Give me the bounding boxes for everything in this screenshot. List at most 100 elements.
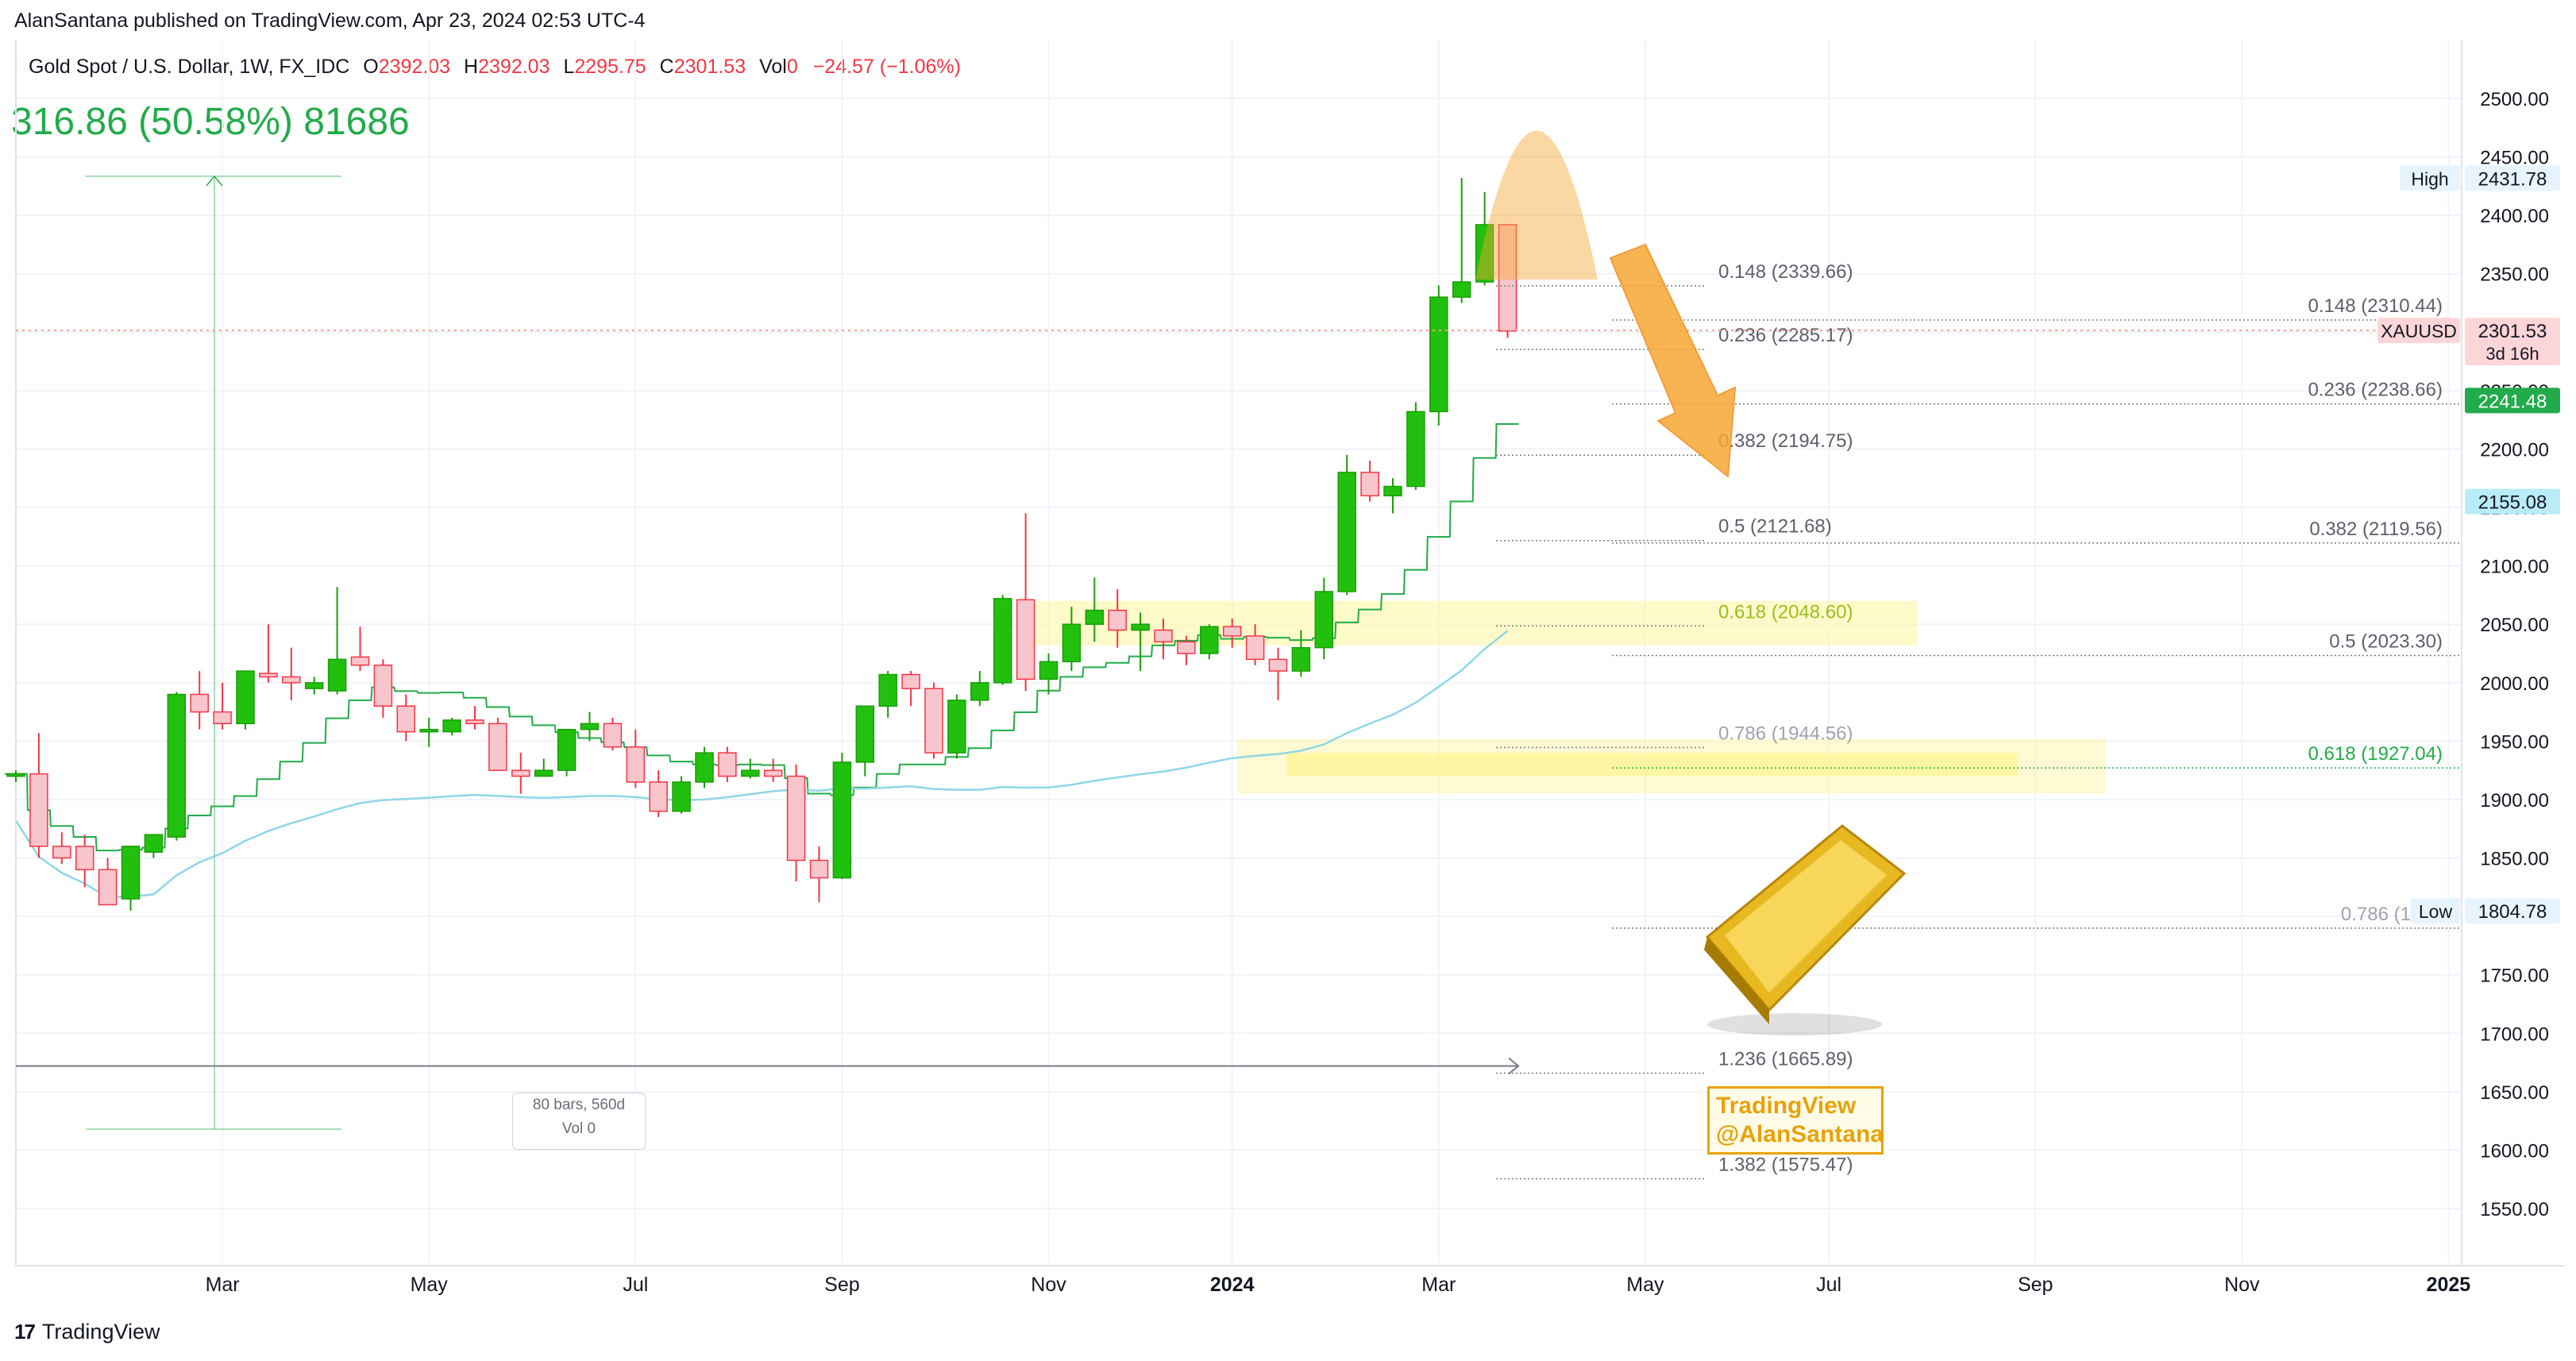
candle-down [213,711,232,725]
fib-left-label: 0.786 (1944.56) [1718,723,1853,744]
y-tick-label: 2200.00 [2480,439,2549,461]
x-tick-label: May [1626,1274,1664,1296]
candle-up [442,719,461,733]
candle-up [327,658,347,692]
candle-down [1222,626,1242,637]
symbol-description: Gold Spot / U.S. Dollar, 1W, FX_IDC [29,56,350,78]
price-tag-label: High [2411,168,2448,189]
candle-up [1039,661,1059,680]
candle-down [350,656,370,666]
candle-up [695,752,714,783]
y-tick-label: 1700.00 [2480,1024,2549,1045]
price-label-countdown: 3d 16h [2485,344,2539,364]
price-label-value: 2155.08 [2478,492,2547,514]
x-tick-label: Nov [2224,1274,2260,1296]
low-label: L [563,56,575,78]
candle-down [1268,658,1288,672]
candle-down [259,673,278,678]
candle-down [603,723,623,748]
price-label-box [2465,898,2560,924]
close-label: C [659,56,674,78]
candle-up [1200,626,1219,654]
highlight-zone-0618 [1024,600,1917,646]
tradingview-footer[interactable]: 17 TradingView [14,1320,160,1344]
candle-up [832,761,852,879]
price-label-box [2465,488,2560,515]
measure-volume: Vol 0 [561,1120,596,1137]
tradingview-logo-icon: 17 [14,1320,36,1344]
x-tick-label: 2024 [1210,1274,1255,1296]
candle-up [1406,411,1425,488]
candle-down [1360,472,1379,497]
price-label-box [2465,387,2560,414]
x-tick-label: 2025 [2427,1274,2471,1296]
measure-bars: 80 bars, 560d [532,1097,626,1113]
publisher-info: AlanSantana published on TradingView.com… [14,10,646,32]
fib-right-label: 0.382 (2119.56) [2309,519,2443,540]
candle-up [878,673,897,707]
candle-down [465,719,484,725]
y-tick-label: 1750.00 [2480,966,2549,987]
symbol-ohlc-line: Gold Spot / U.S. Dollar, 1W, FX_IDC O239… [29,56,961,79]
candle-down [924,688,943,754]
candle-up [970,682,989,701]
candle-up [557,728,577,771]
candle-down [29,773,48,847]
fib-right-label: 0.236 (2238.66) [2308,380,2443,401]
down-arrow-icon [1609,243,1737,478]
candle-down [1245,635,1265,661]
fib-left-label: 1.382 (1575.47) [1718,1155,1853,1176]
fib-left-label: 0.5 (2121.68) [1718,516,1832,538]
candle-down [75,846,94,870]
candle-up [1131,623,1150,631]
candle-down [763,769,783,777]
candle-up [1062,623,1082,663]
y-tick-label: 2500.00 [2480,89,2549,110]
x-tick-label: May [411,1274,449,1296]
candle-down [786,775,806,862]
candle-up [167,693,187,838]
x-tick-label: Mar [1421,1274,1456,1296]
gold-bar-shadow [1707,1013,1882,1035]
candle-down [626,746,646,783]
candle-up [580,723,600,731]
x-tick-label: Sep [2018,1274,2053,1296]
candle-down [1108,609,1127,631]
moving-average-green [5,422,1519,852]
candle-down [282,676,301,684]
fib-right-label: 0.148 (2310.44) [2308,295,2443,317]
y-tick-label: 1850.00 [2480,849,2549,870]
x-tick-label: Sep [824,1274,859,1296]
volume-label: Vol [759,56,787,78]
candles [6,178,1517,911]
y-tick-label: 2050.00 [2480,615,2549,636]
watermark-line1: TradingView [1716,1093,1857,1119]
x-tick-label: Mar [206,1274,240,1296]
candle-down [488,723,507,771]
gold-bar-top [1725,840,1887,993]
open-value: 2392.03 [378,56,451,78]
candle-up [1291,646,1311,672]
measure-arrow-icon [206,175,223,187]
y-tick-label: 1950.00 [2480,731,2549,753]
candle-up [6,773,25,777]
top-dome-highlight [1475,130,1598,280]
candle-down [649,781,668,812]
candle-up [947,700,966,754]
candle-up [304,682,324,689]
candle-up [1429,296,1448,413]
fib-right-label: 0.618 (1927.04) [2308,743,2443,765]
candle-down [98,869,118,906]
candle-up [534,769,553,777]
fib-left-label: 0.148 (2339.66) [1718,261,1853,283]
y-tick-label: 1600.00 [2480,1140,2549,1162]
candle-up [993,598,1012,684]
price-tag-label: Low [2419,901,2453,922]
candle-down [1016,599,1035,680]
y-tick-label: 1650.00 [2480,1082,2549,1104]
price-label-box [2465,165,2560,191]
y-tick-label: 2450.00 [2480,148,2549,169]
candle-up [1383,485,1402,497]
gold-bar-icon [1704,824,1907,1035]
